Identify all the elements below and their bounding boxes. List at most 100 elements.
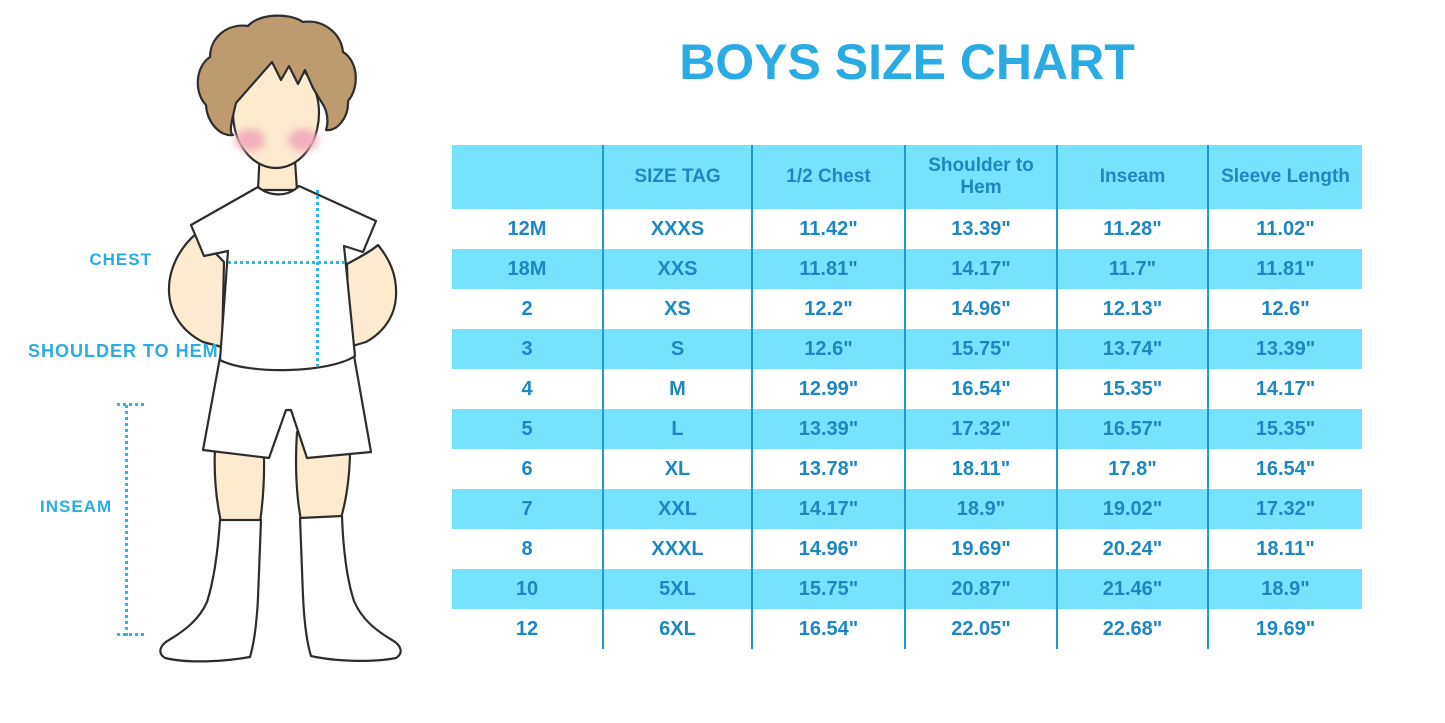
measurement-cell: 16.54" <box>752 609 906 649</box>
table-body: 12M XXXS 11.42" 13.39" 11.28" 11.02" 18M XXS 11.… <box>452 209 1362 649</box>
measurement-cell: 11.28" <box>1057 209 1209 249</box>
measurement-cell: 15.75" <box>905 329 1058 369</box>
measurement-cell: 20.87" <box>905 569 1058 609</box>
measurement-cell: 14.96" <box>752 529 906 569</box>
measurement-cell: 17.32" <box>1208 489 1362 529</box>
measurement-cell: 15.35" <box>1057 369 1209 409</box>
measurement-cell: 21.46" <box>1057 569 1209 609</box>
size-label-cell: 8 <box>452 529 604 569</box>
measurement-cell: 22.05" <box>905 609 1058 649</box>
measurement-cell: 14.96" <box>905 289 1058 329</box>
measurement-cell: 22.68" <box>1057 609 1209 649</box>
measurement-cell: 14.17" <box>905 249 1058 289</box>
measurement-cell: 18.11" <box>905 449 1058 489</box>
measurement-cell: 19.02" <box>1057 489 1209 529</box>
inseam-bottom-cap-line <box>117 633 144 636</box>
measurement-cell: L <box>603 409 753 449</box>
inseam-top-cap-line <box>117 403 144 406</box>
measurement-figure: CHEST SHOULDER TO HEM INSEAM <box>0 0 450 723</box>
chest-label: CHEST <box>89 250 152 269</box>
measurement-cell: M <box>603 369 753 409</box>
measurement-cell: 19.69" <box>905 529 1058 569</box>
measurement-cell: 12.6" <box>1208 289 1362 329</box>
measurement-cell: 16.54" <box>905 369 1058 409</box>
measurement-cell: 15.75" <box>752 569 906 609</box>
measurement-cell: XS <box>603 289 753 329</box>
measurement-cell: S <box>603 329 753 369</box>
measurement-cell: 14.17" <box>1208 369 1362 409</box>
shoulder-to-hem-measure-line <box>316 190 319 366</box>
measurement-cell: 12.13" <box>1057 289 1209 329</box>
measurement-cell: 16.54" <box>1208 449 1362 489</box>
column-header: 1/2 Chest <box>752 145 906 209</box>
measurement-cell: 12.99" <box>752 369 906 409</box>
right-arm <box>345 243 398 349</box>
measurement-cell: 11.81" <box>1208 249 1362 289</box>
table-row: 5 L 13.39" 17.32" 16.57" 15.35" <box>452 409 1362 449</box>
size-label-cell: 18M <box>452 249 604 289</box>
table-row: 18M XXS 11.81" 14.17" 11.7" 11.81" <box>452 249 1362 289</box>
column-header <box>452 145 604 209</box>
right-sock <box>298 514 402 662</box>
measurement-cell: 13.39" <box>752 409 906 449</box>
table-header-row: SIZE TAG 1/2 Chest Shoulder to Hem Inseam Sl… <box>452 145 1362 209</box>
size-table: SIZE TAG 1/2 Chest Shoulder to Hem Inseam Sl… <box>452 145 1362 649</box>
measurement-cell: XXXL <box>603 529 753 569</box>
size-label-cell: 2 <box>452 289 604 329</box>
measurement-cell: 18.9" <box>905 489 1058 529</box>
table-row: 6 XL 13.78" 18.11" 17.8" 16.54" <box>452 449 1362 489</box>
size-label-cell: 10 <box>452 569 604 609</box>
size-label-cell: 5 <box>452 409 604 449</box>
table-row: 12 6XL 16.54" 22.05" 22.68" 19.69" <box>452 609 1362 649</box>
table-row: 8 XXXL 14.96" 19.69" 20.24" 18.11" <box>452 529 1362 569</box>
measurement-cell: 13.39" <box>905 209 1058 249</box>
table-row: 10 5XL 15.75" 20.87" 21.46" 18.9" <box>452 569 1362 609</box>
measurement-cell: 18.9" <box>1208 569 1362 609</box>
shorts <box>201 348 373 460</box>
measurement-cell: 17.32" <box>905 409 1058 449</box>
size-label-cell: 7 <box>452 489 604 529</box>
measurement-cell: 13.74" <box>1057 329 1209 369</box>
measurement-cell: 16.57" <box>1057 409 1209 449</box>
measurement-cell: 17.8" <box>1057 449 1209 489</box>
page-title: BOYS SIZE CHART <box>679 34 1135 90</box>
table-row: 4 M 12.99" 16.54" 15.35" 14.17" <box>452 369 1362 409</box>
measurement-cell: 11.02" <box>1208 209 1362 249</box>
measurement-cell: XXS <box>603 249 753 289</box>
size-label-cell: 12 <box>452 609 604 649</box>
shoulder-to-hem-label: SHOULDER TO HEM <box>28 341 219 361</box>
t-shirt <box>189 184 378 372</box>
measurement-cell: 18.11" <box>1208 529 1362 569</box>
size-label-cell: 6 <box>452 449 604 489</box>
measurement-cell: XL <box>603 449 753 489</box>
left-cheek <box>235 129 265 151</box>
measurement-cell: 12.2" <box>752 289 906 329</box>
measurement-cell: XXXS <box>603 209 753 249</box>
measurement-cell: 13.78" <box>752 449 906 489</box>
measurement-cell: 12.6" <box>752 329 906 369</box>
measurement-cell: 13.39" <box>1208 329 1362 369</box>
measurement-cell: 14.17" <box>752 489 906 529</box>
column-header: Inseam <box>1057 145 1209 209</box>
column-header: Sleeve Length <box>1208 145 1362 209</box>
inseam-measure-line <box>125 405 128 636</box>
chest-measure-line <box>228 261 346 264</box>
table-row: 7 XXL 14.17" 18.9" 19.02" 17.32" <box>452 489 1362 529</box>
size-label-cell: 12M <box>452 209 604 249</box>
table-row: 3 S 12.6" 15.75" 13.74" 13.39" <box>452 329 1362 369</box>
measurement-cell: 5XL <box>603 569 753 609</box>
right-cheek <box>288 129 318 151</box>
measurement-cell: 11.81" <box>752 249 906 289</box>
column-header: SIZE TAG <box>603 145 753 209</box>
size-label-cell: 3 <box>452 329 604 369</box>
table-row: 2 XS 12.2" 14.96" 12.13" 12.6" <box>452 289 1362 329</box>
measurement-cell: 19.69" <box>1208 609 1362 649</box>
measurement-cell: 20.24" <box>1057 529 1209 569</box>
measurement-cell: XXL <box>603 489 753 529</box>
size-label-cell: 4 <box>452 369 604 409</box>
column-header: Shoulder to Hem <box>905 145 1058 209</box>
measurement-cell: 15.35" <box>1208 409 1362 449</box>
table-row: 12M XXXS 11.42" 13.39" 11.28" 11.02" <box>452 209 1362 249</box>
measurement-cell: 11.42" <box>752 209 906 249</box>
measurement-cell: 11.7" <box>1057 249 1209 289</box>
